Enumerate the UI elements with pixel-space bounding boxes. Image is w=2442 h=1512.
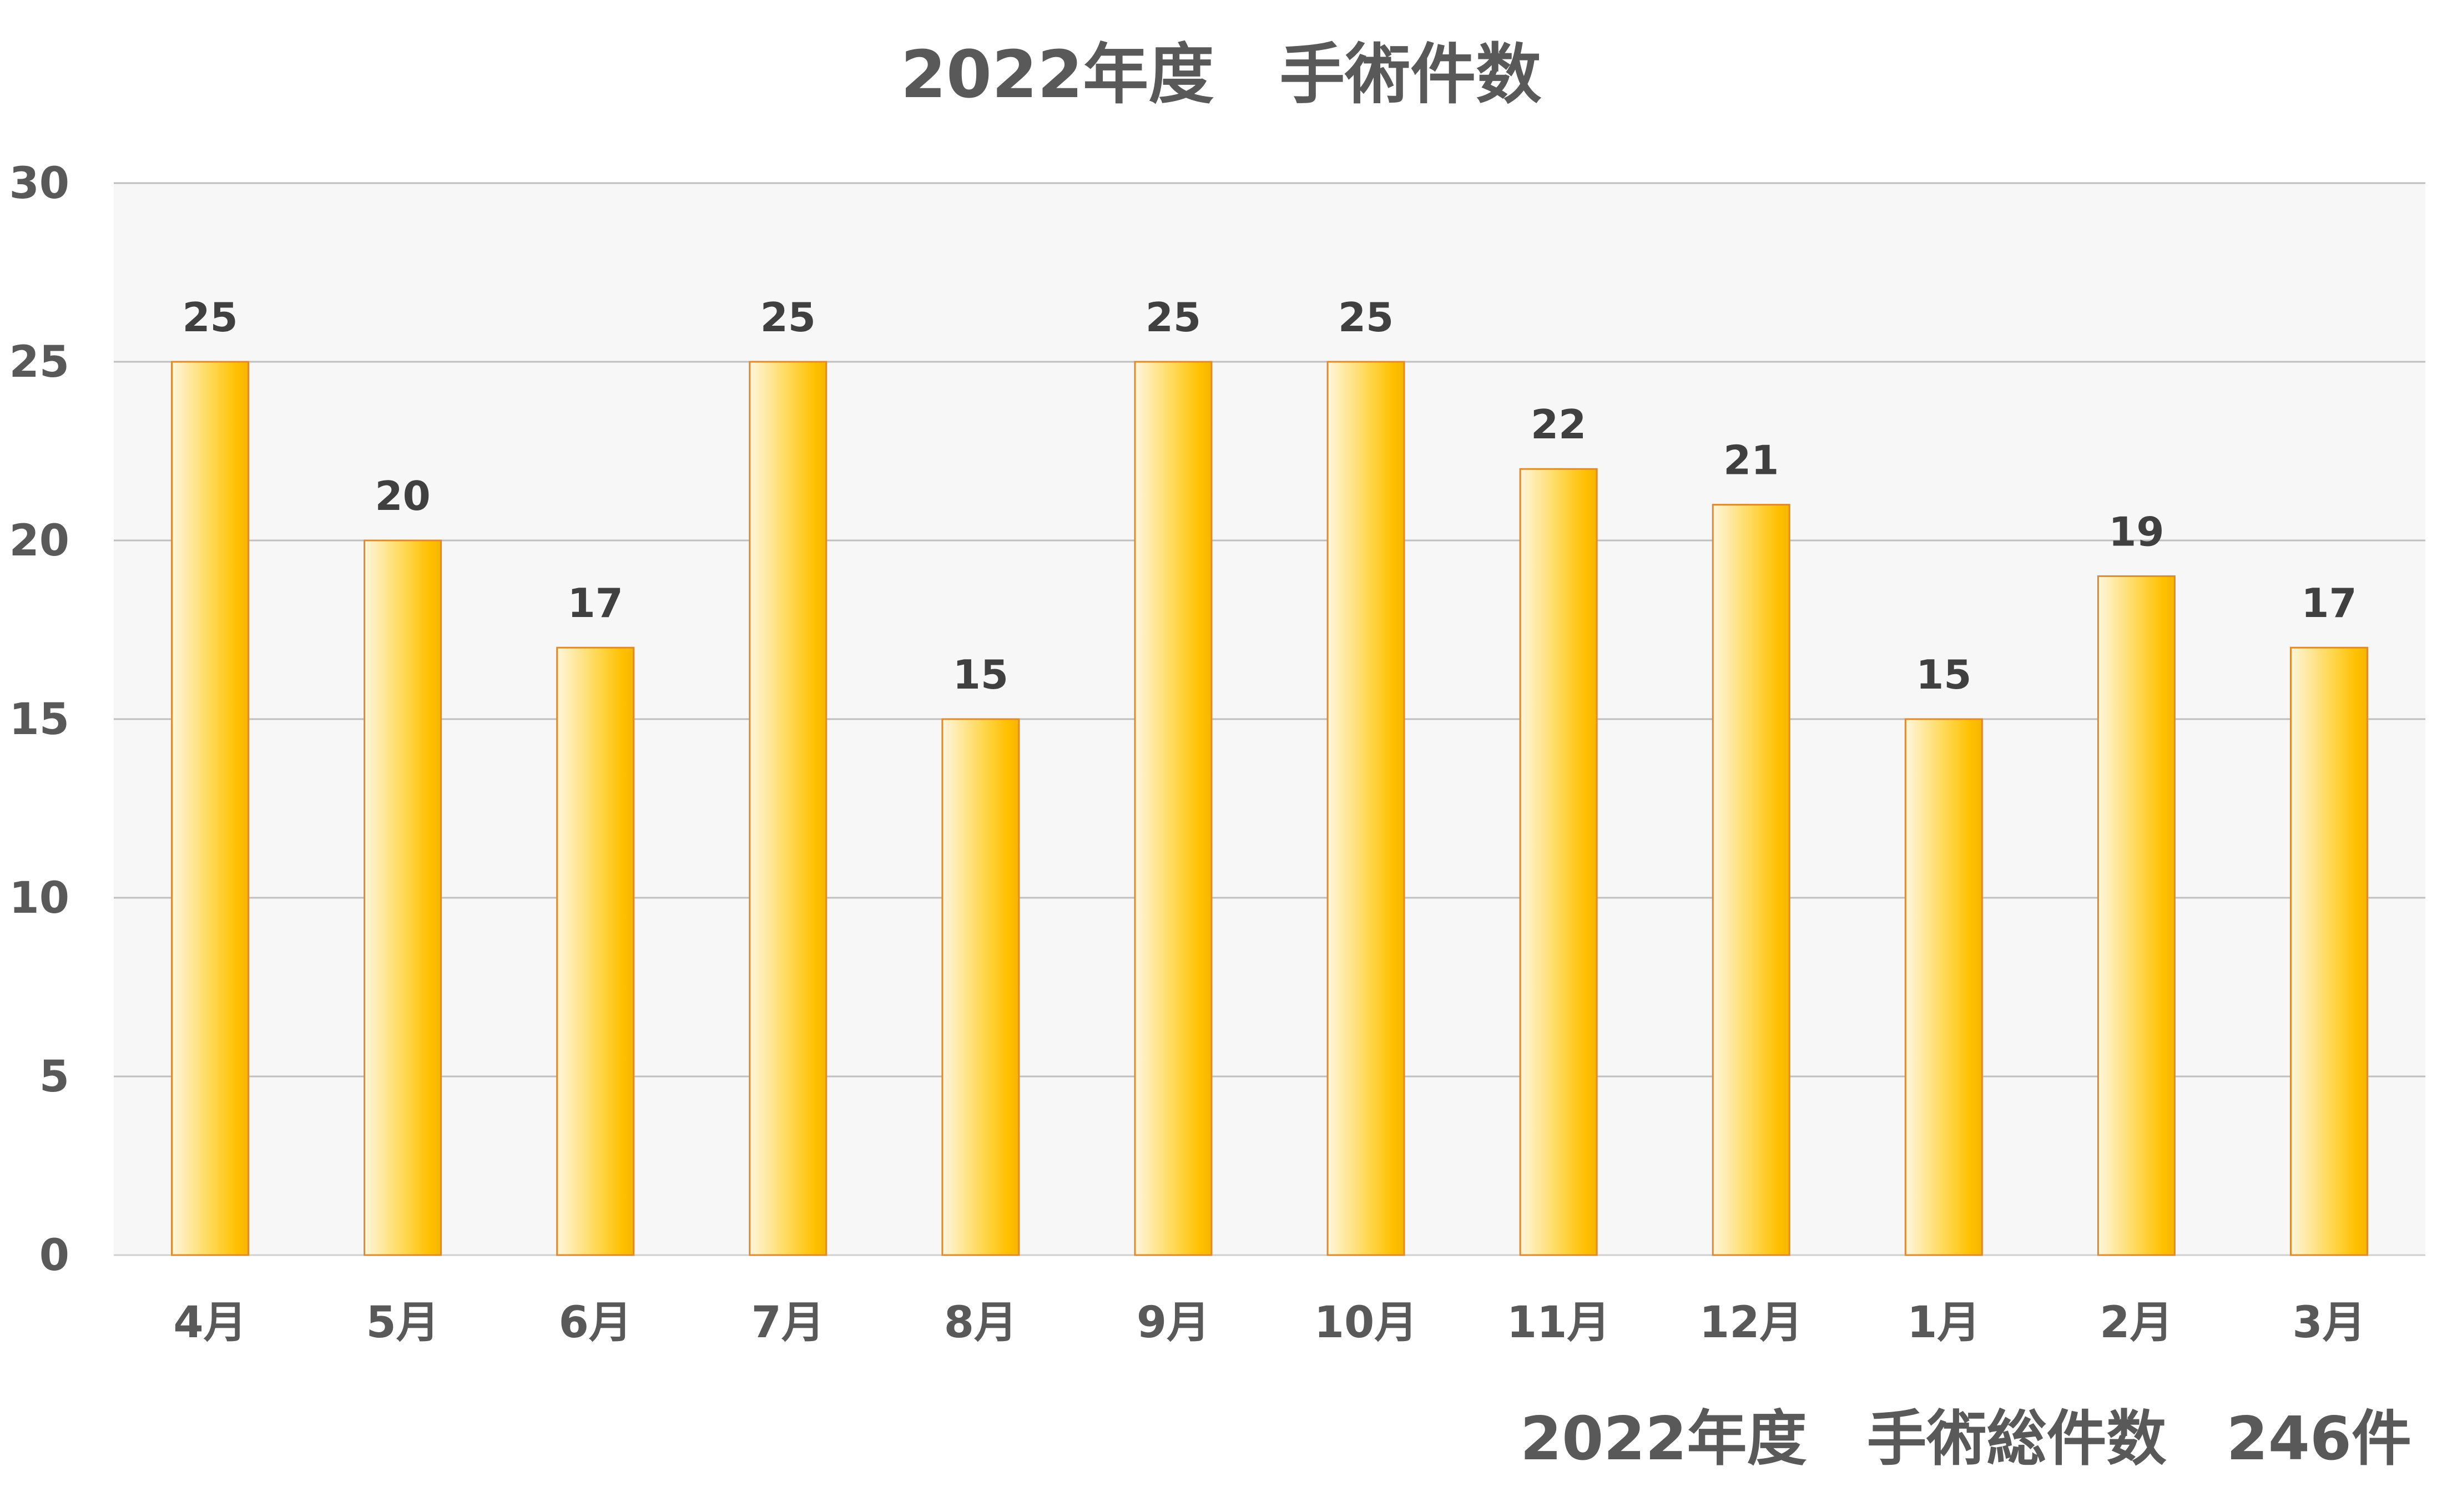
gridlines — [114, 182, 2425, 1256]
total-summary: 2022年度 手術総件数 246件 — [1520, 1404, 2411, 1474]
x-tick-label: 5月 — [366, 1298, 439, 1348]
data-label: 21 — [1723, 437, 1779, 484]
x-tick-label: 6月 — [559, 1298, 632, 1348]
bar-9月 — [1134, 361, 1213, 1256]
y-tick-label: 0 — [39, 1231, 69, 1281]
x-tick-label: 3月 — [2292, 1298, 2365, 1348]
data-label: 25 — [1338, 294, 1394, 341]
data-label: 25 — [760, 294, 816, 341]
bar-5月 — [364, 539, 442, 1256]
x-tick-label: 11月 — [1507, 1298, 1611, 1348]
data-label: 17 — [568, 580, 623, 626]
bar-7月 — [749, 361, 828, 1256]
data-label: 25 — [182, 294, 238, 341]
bar-3月 — [2289, 646, 2368, 1256]
x-tick-label: 1月 — [1907, 1298, 1980, 1348]
data-label: 25 — [1146, 294, 1201, 341]
data-labels: 25 20 17 25 15 25 25 22 21 15 19 17 — [182, 294, 2357, 698]
bar-6月 — [556, 646, 635, 1256]
x-tick-label: 9月 — [1137, 1298, 1210, 1348]
data-label: 17 — [2301, 580, 2357, 626]
bar-2月 — [2097, 575, 2176, 1256]
bar-10月 — [1326, 361, 1405, 1256]
y-tick-label: 15 — [9, 695, 69, 745]
bar-8月 — [941, 718, 1020, 1256]
y-tick-label: 20 — [9, 516, 69, 566]
bar-1月 — [1904, 718, 1983, 1256]
y-axis-ticks: 0 5 10 15 20 25 30 — [9, 159, 69, 1281]
data-label: 15 — [1916, 651, 1971, 698]
y-tick-label: 5 — [39, 1052, 69, 1102]
y-tick-label: 30 — [9, 159, 69, 209]
bar-4月 — [171, 361, 250, 1256]
chart-title: 2022年度 手術件数 — [901, 36, 1541, 113]
x-tick-label: 7月 — [751, 1298, 825, 1348]
x-tick-label: 2月 — [2100, 1298, 2173, 1348]
data-label: 22 — [1531, 401, 1586, 448]
data-label: 19 — [2108, 508, 2164, 555]
x-tick-label: 4月 — [173, 1298, 246, 1348]
bar-11月 — [1519, 468, 1598, 1256]
x-tick-label: 8月 — [944, 1298, 1017, 1348]
bar-12月 — [1712, 504, 1790, 1256]
x-tick-label: 12月 — [1699, 1298, 1803, 1348]
data-label: 15 — [953, 651, 1008, 698]
bars — [171, 361, 2368, 1256]
x-tick-label: 10月 — [1314, 1298, 1418, 1348]
x-axis-ticks: 4月 5月 6月 7月 8月 9月 10月 11月 12月 1月 2月 3月 — [173, 1298, 2365, 1348]
data-label: 20 — [375, 473, 431, 519]
y-tick-label: 25 — [9, 337, 69, 387]
y-tick-label: 10 — [9, 873, 69, 923]
